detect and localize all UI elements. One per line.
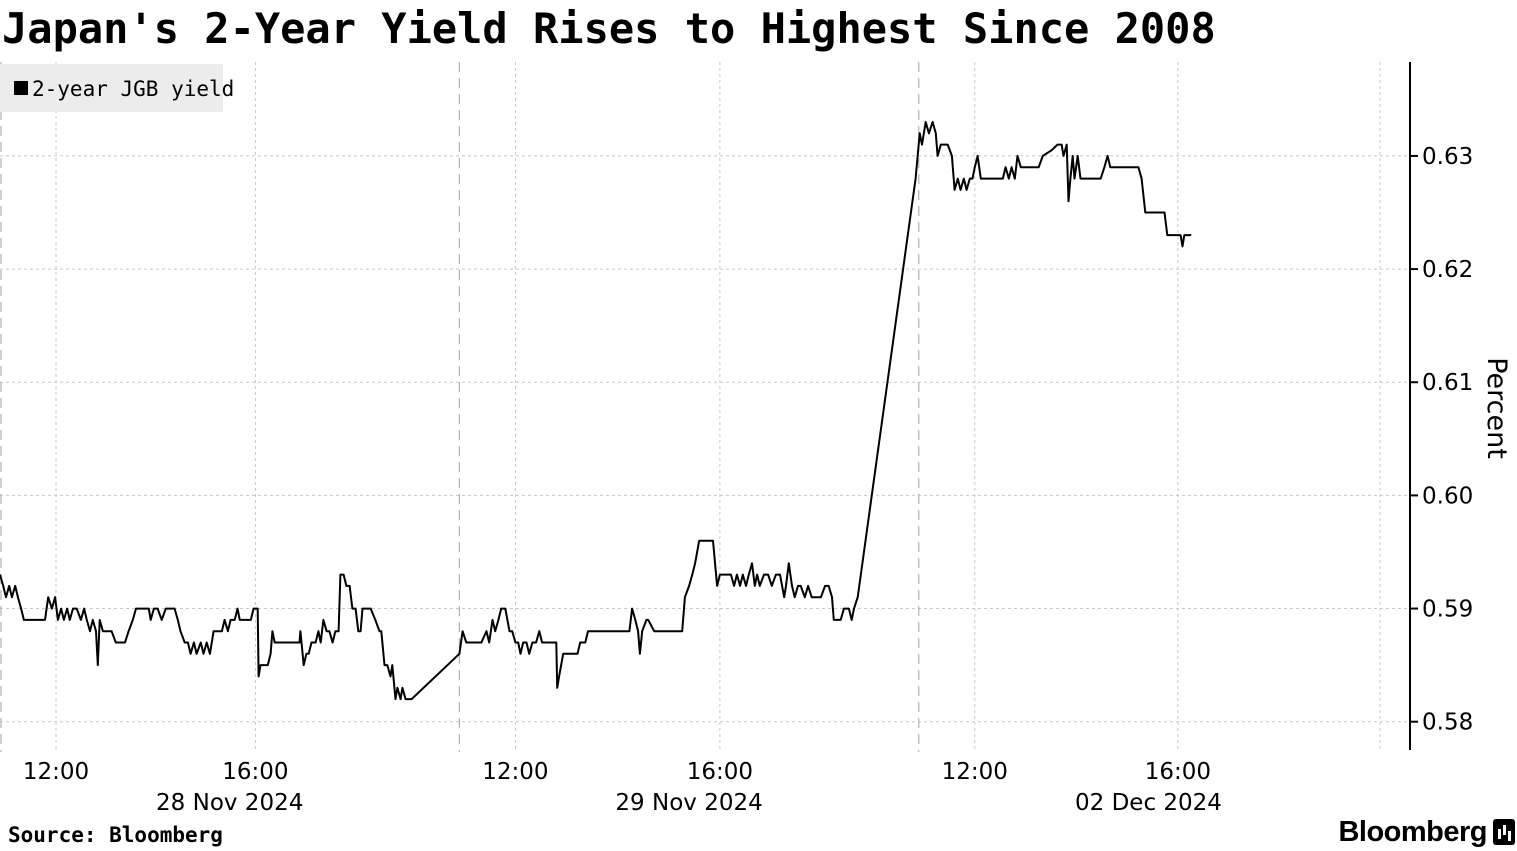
y-tick-label: 0.62: [1422, 257, 1473, 283]
x-tick-label: 16:00: [222, 759, 288, 785]
x-tick-label: 12:00: [482, 759, 548, 785]
x-date-label: 02 Dec 2024: [1075, 790, 1222, 816]
chart-title: Japan's 2-Year Yield Rises to Highest Si…: [2, 4, 1216, 53]
y-axis-title: Percent: [1481, 357, 1512, 459]
x-date-label: 29 Nov 2024: [615, 790, 762, 816]
x-tick-label: 16:00: [1145, 759, 1211, 785]
x-tick-label: 16:00: [687, 759, 753, 785]
series-line: [0, 121, 1192, 701]
x-tick-label: 12:00: [23, 759, 89, 785]
y-tick-label: 0.60: [1422, 483, 1473, 509]
x-date-label: 28 Nov 2024: [156, 790, 303, 816]
bloomberg-chart-icon: [1493, 819, 1515, 845]
brand-wordmark: Bloomberg: [1338, 816, 1487, 848]
y-tick-label: 0.63: [1422, 144, 1473, 170]
y-tick-label: 0.59: [1422, 597, 1473, 623]
source-note: Source: Bloomberg: [8, 823, 223, 847]
x-axis-labels: 12:00 16:00 12:00 16:00 12:00 16:00 28 Nov 202…: [23, 759, 1222, 816]
x-tick-label: 12:00: [942, 759, 1008, 785]
y-tick-label: 0.58: [1422, 710, 1473, 736]
y-axis: 0.58 0.59 0.60 0.61 0.62 0.63: [1409, 62, 1473, 750]
grid-lines: [0, 62, 1410, 750]
legend-label: 2-year JGB yield: [32, 77, 234, 101]
session-dividers: [0, 62, 920, 752]
legend-background: [0, 64, 223, 112]
brand-logo: Bloomberg: [1338, 814, 1515, 850]
legend-swatch: [14, 81, 28, 95]
series-lines: [0, 121, 1192, 701]
y-tick-label: 0.61: [1422, 370, 1473, 396]
legend: 2-year JGB yield: [0, 64, 234, 112]
